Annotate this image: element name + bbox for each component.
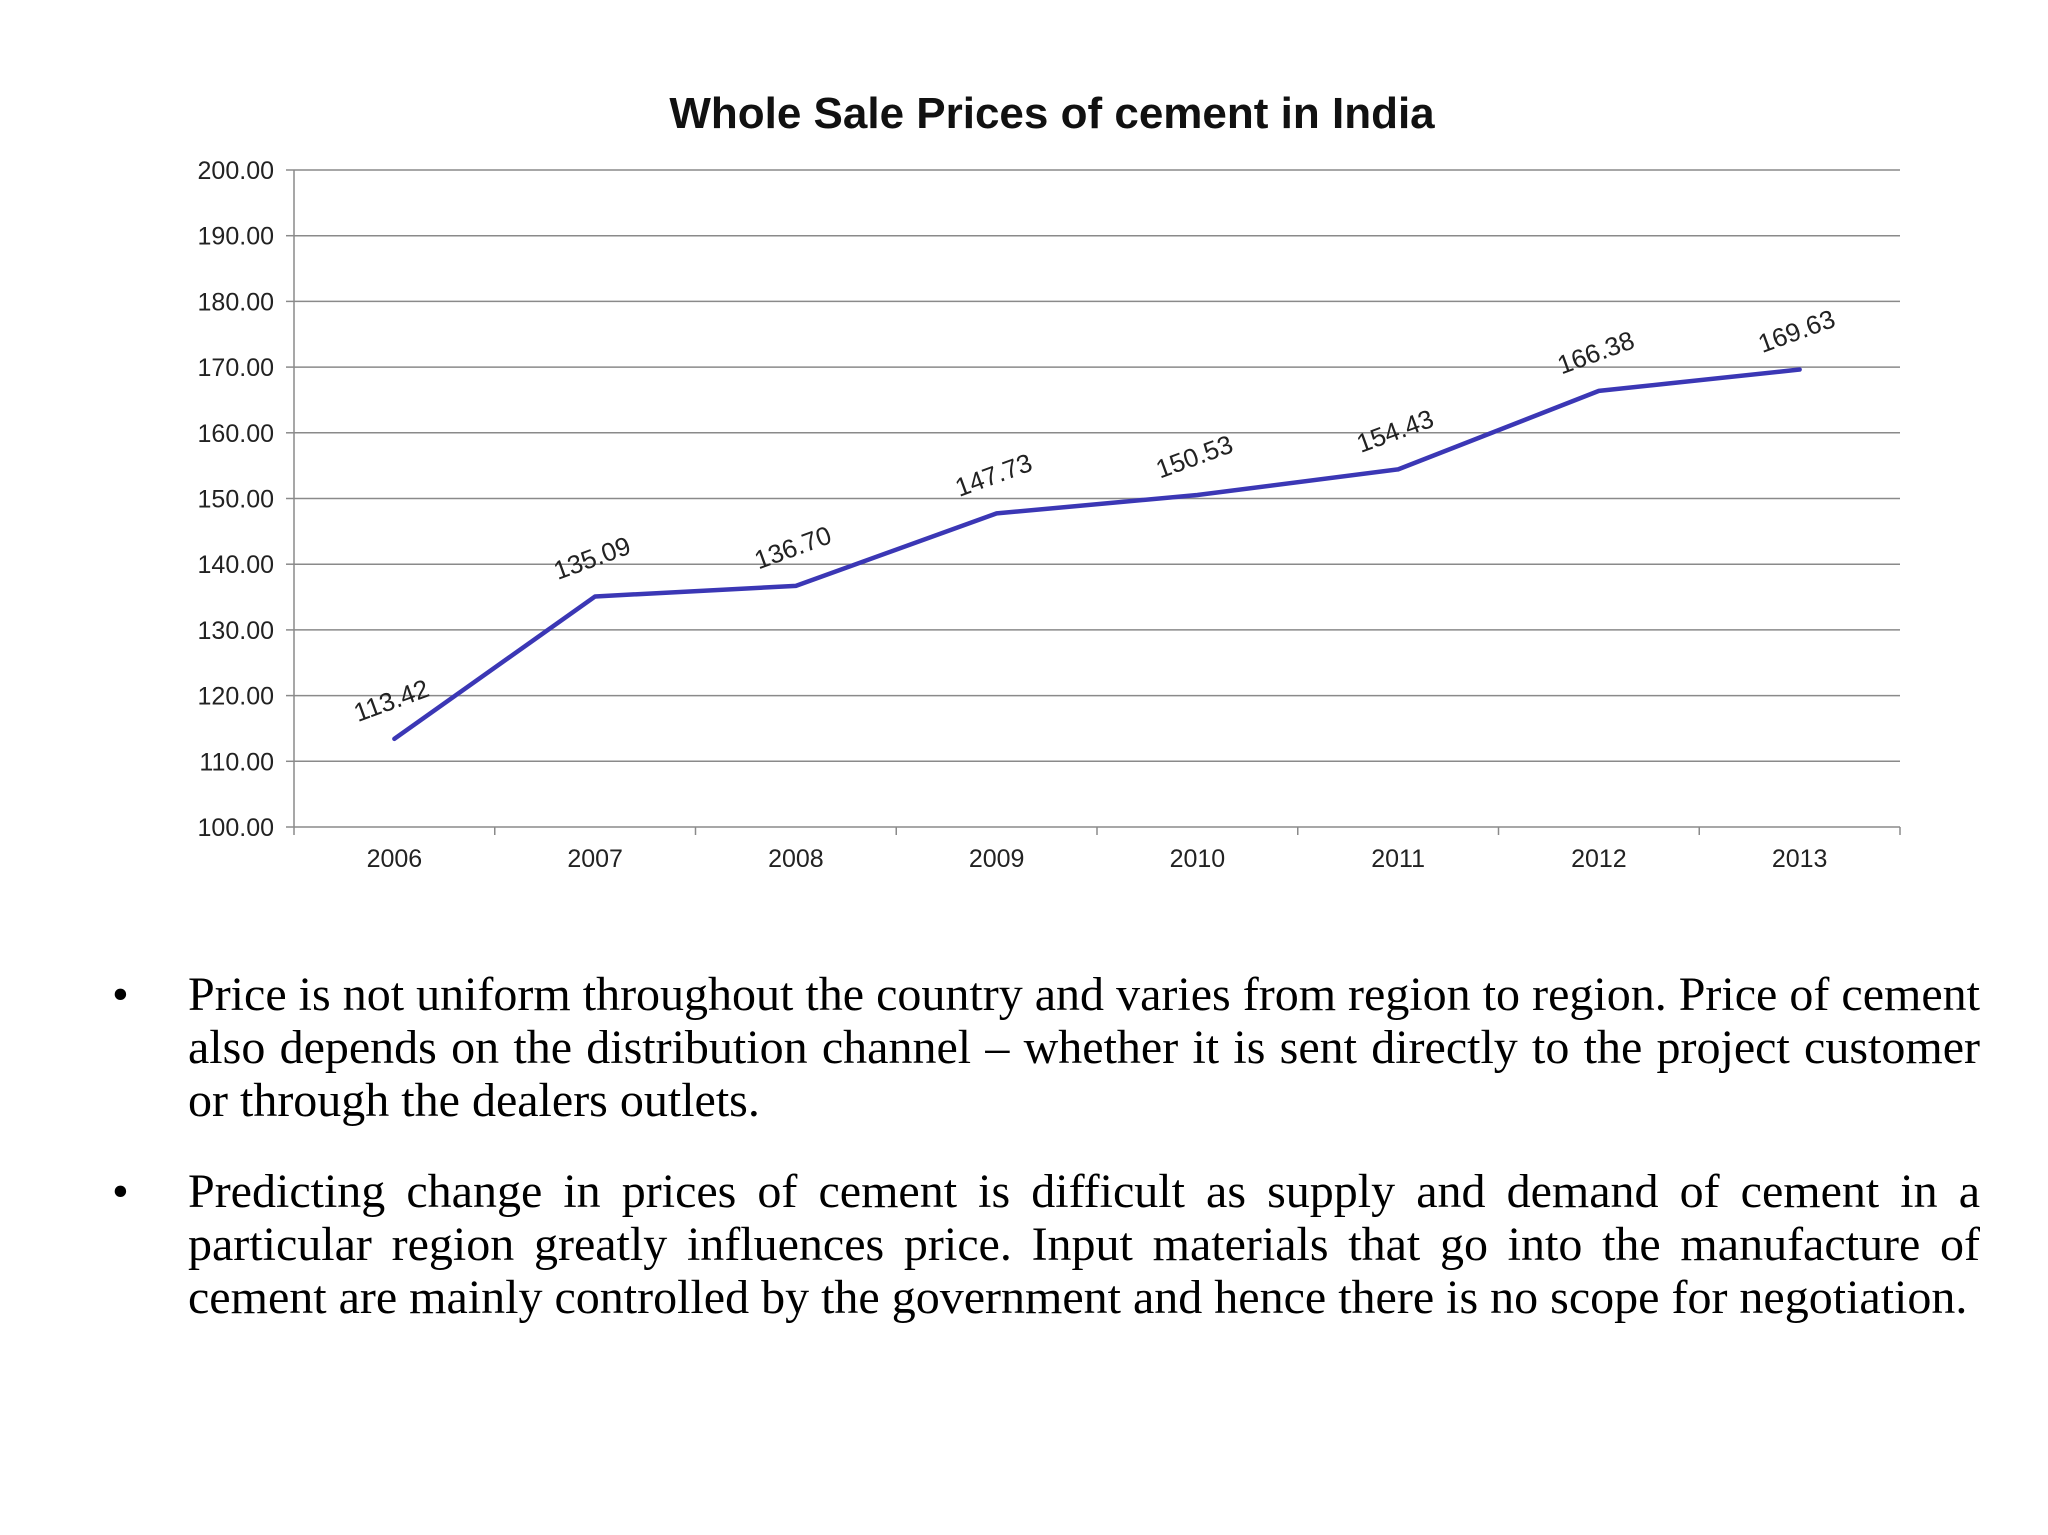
chart-title: Whole Sale Prices of cement in India (669, 89, 1435, 138)
y-tick-label: 160.00 (198, 420, 274, 448)
y-tick-label: 170.00 (198, 354, 274, 382)
bullet-marker: • (112, 1165, 129, 1218)
data-label: 166.38 (1553, 325, 1638, 380)
y-tick-label: 190.00 (198, 223, 274, 251)
data-label: 135.09 (550, 530, 635, 585)
x-tick-label: 2008 (768, 845, 824, 873)
data-label: 136.70 (750, 520, 835, 575)
y-tick-label: 180.00 (198, 288, 274, 316)
data-label: 154.43 (1353, 403, 1438, 458)
series-line (392, 367, 1802, 742)
bullet-text: Price is not uniform throughout the coun… (188, 968, 1980, 1127)
x-tick-label: 2009 (969, 845, 1025, 873)
line-chart: Whole Sale Prices of cement in India 100… (198, 89, 1901, 873)
x-tick-label: 2012 (1571, 845, 1627, 873)
x-tick-label: 2007 (567, 845, 623, 873)
bullet-item: • Price is not uniform throughout the co… (112, 968, 1980, 1127)
y-tick-label: 130.00 (198, 617, 274, 645)
x-tick-label: 2011 (1371, 845, 1425, 873)
y-tick-label: 140.00 (198, 551, 274, 579)
y-tick-label: 110.00 (199, 748, 274, 776)
bullet-marker: • (112, 968, 129, 1021)
gridlines (294, 169, 1900, 763)
axes (286, 169, 1901, 835)
x-tick-label: 2006 (367, 845, 423, 873)
y-tick-labels: 100.00 110.00 120.00 130.00 140.00 150.00 160.… (198, 157, 274, 842)
y-tick-label: 120.00 (198, 683, 274, 711)
data-label: 147.73 (951, 447, 1036, 502)
data-label: 150.53 (1152, 429, 1237, 484)
y-tick-label: 200.00 (198, 157, 274, 185)
y-tick-label: 100.00 (198, 814, 274, 842)
x-tick-label: 2010 (1170, 845, 1226, 873)
x-tick-label: 2013 (1772, 845, 1828, 873)
x-tick-labels: 2006 2007 2008 2009 2010 2011 2012 2013 (367, 845, 1828, 873)
data-label: 169.63 (1754, 303, 1839, 358)
bullet-item: • Predicting change in prices of cement … (112, 1165, 1980, 1324)
bullet-list: • Price is not uniform throughout the co… (112, 968, 1980, 1362)
series-layer (392, 367, 1802, 742)
y-tick-label: 150.00 (198, 486, 274, 514)
bullet-text: Predicting change in prices of cement is… (188, 1165, 1980, 1324)
